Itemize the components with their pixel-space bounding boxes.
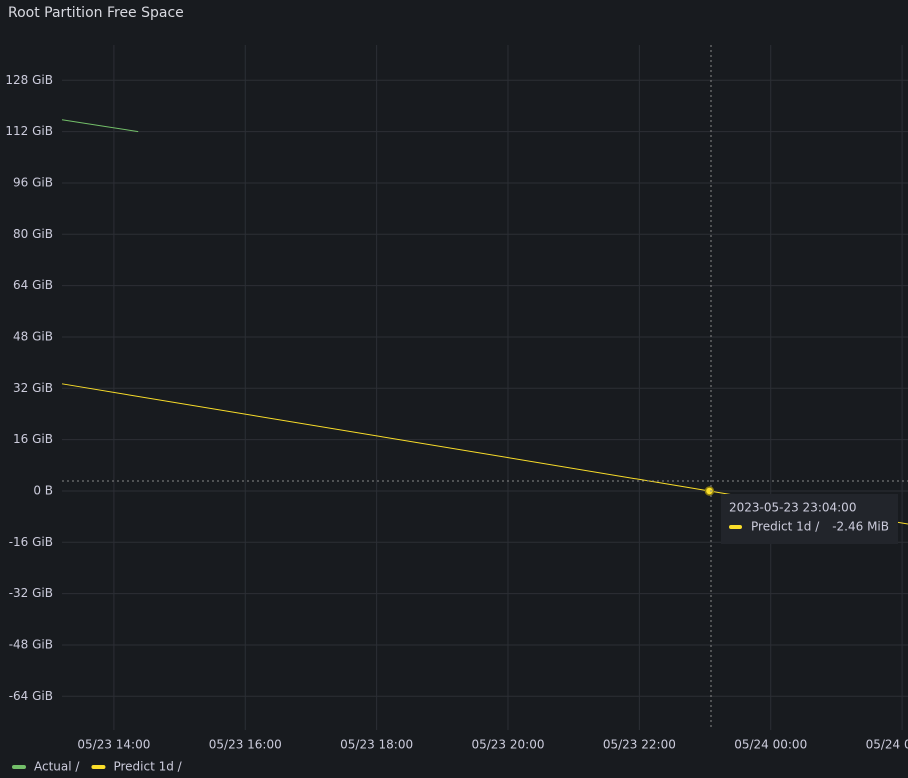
tooltip-value: -2.46 MiB: [832, 520, 889, 534]
tooltip-time: 2023-05-23 23:04:00: [729, 501, 856, 515]
legend-label: Actual /: [34, 760, 80, 774]
y-tick-label: -16 GiB: [9, 535, 53, 549]
y-tick-label: 32 GiB: [13, 381, 53, 395]
y-tick-label: -48 GiB: [9, 637, 53, 651]
x-tick-label: 05/24 02:00: [866, 738, 908, 752]
x-tick-label: 05/23 16:00: [209, 738, 282, 752]
tooltip: 2023-05-23 23:04:00 Predict 1d / -2.46 M…: [721, 494, 898, 544]
y-tick-label: -64 GiB: [9, 689, 53, 703]
tooltip-box: [721, 494, 898, 544]
y-tick-label: 112 GiB: [5, 124, 53, 138]
tooltip-series: Predict 1d /: [751, 520, 820, 534]
y-tick-label: 0 B: [33, 483, 53, 497]
hover-point: [704, 486, 715, 496]
y-tick-label: 48 GiB: [13, 329, 53, 343]
panel-title: Root Partition Free Space: [8, 5, 184, 21]
y-tick-label: 96 GiB: [13, 175, 53, 189]
x-tick-label: 05/23 20:00: [471, 738, 544, 752]
legend-label: Predict 1d /: [113, 760, 182, 774]
y-tick-label: 64 GiB: [13, 278, 53, 292]
x-tick-label: 05/23 14:00: [77, 738, 150, 752]
y-tick-label: 128 GiB: [5, 73, 53, 87]
y-tick-label: 80 GiB: [13, 227, 53, 241]
x-tick-label: 05/23 22:00: [603, 738, 676, 752]
legend-swatch: [12, 765, 26, 769]
x-tick-label: 05/23 18:00: [340, 738, 413, 752]
x-tick-label: 05/24 00:00: [734, 738, 807, 752]
series-line: [61, 119, 139, 133]
y-tick-label: 16 GiB: [13, 432, 53, 446]
tooltip-swatch: [729, 525, 742, 529]
legend-swatch: [91, 765, 106, 769]
y-tick-label: -32 GiB: [9, 586, 53, 600]
